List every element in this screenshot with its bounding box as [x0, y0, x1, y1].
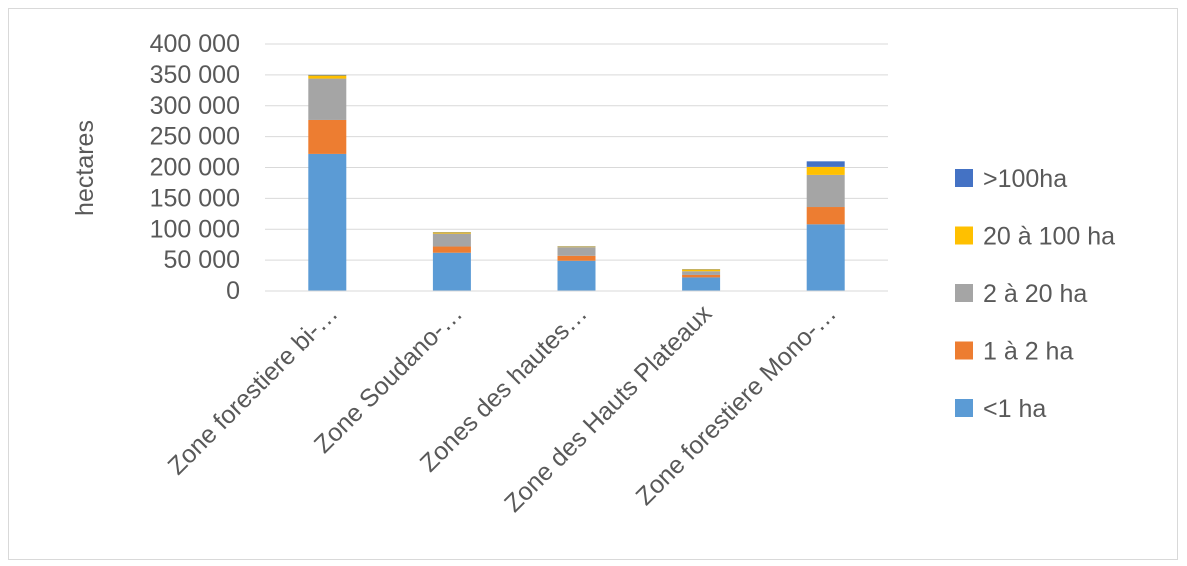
- bar-segment: [432, 232, 471, 234]
- bar-segment: [557, 246, 596, 248]
- bar-segment: [432, 246, 471, 253]
- x-category-label: Zone forestiere bi-…: [163, 299, 344, 480]
- legend-swatch: [955, 399, 973, 417]
- bars: [308, 74, 845, 291]
- y-tick-label: 200 000: [150, 154, 240, 182]
- x-category-label: Zone des Hauts Plateaux: [499, 299, 718, 518]
- bar-segment: [308, 74, 347, 76]
- bar-segment: [308, 153, 347, 291]
- bar-segment: [682, 269, 721, 272]
- bar-segment: [682, 277, 721, 291]
- legend-label: <1 ha: [983, 395, 1046, 423]
- y-tick-label: 350 000: [150, 61, 240, 89]
- bar-segment: [682, 274, 721, 278]
- bar-segment: [308, 75, 347, 79]
- bar-segment: [557, 260, 596, 291]
- bar-segment: [806, 161, 845, 167]
- bar-segment: [308, 78, 347, 120]
- y-tick-label: 250 000: [150, 123, 240, 151]
- bar-segment: [557, 255, 596, 261]
- legend-swatch: [955, 341, 973, 360]
- legend: >100ha 20 à 100 ha 2 à 20 ha 1 à 2 ha <1 ha: [955, 165, 1115, 423]
- y-tick-label: 300 000: [150, 92, 240, 120]
- y-axis-label: hectares: [71, 120, 99, 216]
- y-tick-label: 150 000: [150, 184, 240, 212]
- x-axis-categories: Zone forestiere bi-…Zone Soudano-…Zones …: [163, 299, 842, 518]
- bar-segment: [682, 271, 721, 275]
- legend-label: 20 à 100 ha: [983, 223, 1115, 251]
- bar-segment: [557, 247, 596, 256]
- y-tick-label: 0: [226, 277, 240, 305]
- bar-segment: [806, 224, 845, 291]
- bar-segment: [432, 233, 471, 247]
- legend-swatch: [955, 284, 973, 302]
- gridlines: [265, 43, 888, 261]
- x-category-label: Zone forestiere Mono-…: [631, 299, 842, 510]
- legend-label: 1 à 2 ha: [983, 338, 1073, 366]
- y-tick-label: 400 000: [150, 30, 240, 58]
- legend-label: >100ha: [983, 165, 1067, 193]
- bar-segment: [806, 174, 845, 208]
- legend-swatch: [955, 169, 973, 187]
- bar-segment: [806, 207, 845, 225]
- legend-swatch: [955, 226, 973, 245]
- bar-segment: [432, 252, 471, 291]
- bar-segment: [806, 166, 845, 175]
- y-tick-label: 100 000: [150, 215, 240, 243]
- bar-segment: [308, 119, 347, 154]
- legend-label: 2 à 20 ha: [983, 280, 1087, 308]
- y-tick-label: 50 000: [164, 246, 240, 274]
